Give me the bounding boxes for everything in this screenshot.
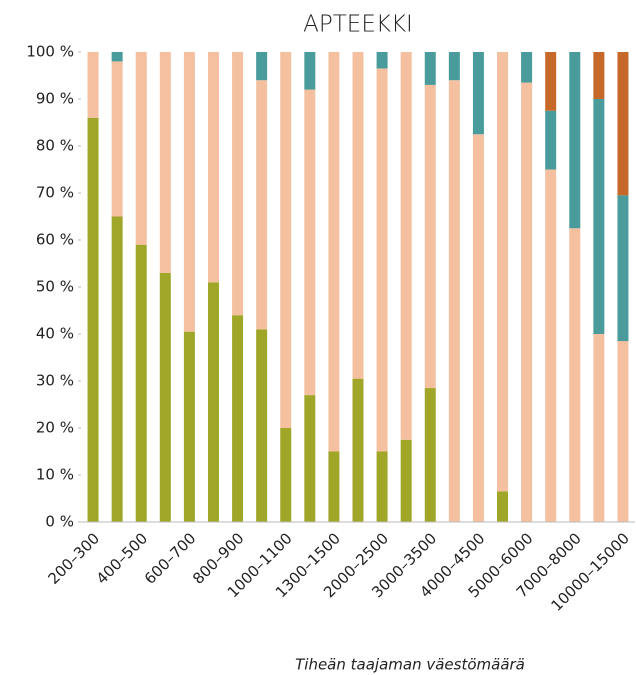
x-tick-label: 200–300 bbox=[45, 529, 104, 588]
bar-segment bbox=[207, 52, 219, 283]
bar-segment bbox=[280, 428, 292, 522]
bar-segment bbox=[497, 491, 509, 522]
y-tick-label: 70 % bbox=[36, 184, 74, 202]
bar-segment bbox=[448, 80, 460, 522]
bar-segment bbox=[472, 134, 484, 522]
bar-segment bbox=[424, 52, 436, 85]
y-tick-label: 60 % bbox=[36, 231, 74, 249]
bar-segment bbox=[521, 52, 533, 83]
y-tick-label: 20 % bbox=[36, 419, 74, 437]
y-tick-label: 90 % bbox=[36, 90, 74, 108]
bar-segment bbox=[376, 68, 388, 452]
bar-segment bbox=[87, 117, 99, 523]
bar-segment bbox=[424, 84, 436, 389]
bar-segment bbox=[232, 52, 244, 316]
bar-segment bbox=[376, 52, 388, 69]
y-tick-label: 30 % bbox=[36, 372, 74, 390]
bar-segment bbox=[256, 329, 268, 522]
bar-segment bbox=[545, 52, 557, 111]
bar-segment bbox=[400, 439, 412, 522]
bar-segment bbox=[87, 52, 99, 118]
bar-segment bbox=[159, 52, 171, 273]
bar-segment bbox=[424, 388, 436, 522]
bar-segment bbox=[593, 334, 605, 522]
bar-segment bbox=[376, 451, 388, 522]
bar-segment bbox=[545, 110, 557, 170]
bar-segment bbox=[352, 52, 364, 379]
bar-segment bbox=[617, 52, 629, 196]
bar-segment bbox=[111, 61, 123, 217]
bar-segment bbox=[472, 52, 484, 135]
bar-segment bbox=[304, 89, 316, 396]
y-tick-label: 50 % bbox=[36, 278, 74, 296]
y-tick-label: 40 % bbox=[36, 325, 74, 343]
bar-segment bbox=[352, 378, 364, 522]
x-tick-label: 400–500 bbox=[93, 529, 152, 588]
bar-segment bbox=[400, 52, 412, 440]
bar-segment bbox=[521, 82, 533, 523]
bar-segment bbox=[304, 52, 316, 90]
bar-segment bbox=[256, 80, 268, 330]
y-tick-label: 100 % bbox=[26, 43, 74, 61]
bar-segment bbox=[617, 195, 629, 342]
chart-title: APTEEKKI bbox=[303, 12, 413, 38]
x-axis-title: Tiheän taajaman väestömäärä bbox=[295, 656, 525, 674]
bar-segment bbox=[183, 52, 195, 332]
bar-segment bbox=[617, 341, 629, 522]
bar-segment bbox=[111, 216, 123, 522]
bar-segment bbox=[304, 395, 316, 522]
bar-segment bbox=[328, 52, 340, 452]
bar-segment bbox=[280, 52, 292, 428]
bar-segment bbox=[135, 52, 147, 245]
bar-segment bbox=[569, 228, 581, 522]
y-tick-label: 80 % bbox=[36, 137, 74, 155]
x-tick-label: 600–700 bbox=[141, 529, 200, 588]
bar-segment bbox=[256, 52, 268, 81]
bar-segment bbox=[207, 282, 219, 522]
y-tick-label: 10 % bbox=[36, 466, 74, 484]
bar-segment bbox=[328, 451, 340, 522]
y-tick-label: 0 % bbox=[45, 513, 74, 531]
bar-segment bbox=[545, 169, 557, 522]
bar-segment bbox=[448, 52, 460, 81]
bar-segment bbox=[111, 52, 123, 62]
bar-segment bbox=[135, 244, 147, 522]
bar-segment bbox=[497, 52, 509, 492]
bar-segment bbox=[183, 331, 195, 522]
bar-segment bbox=[593, 52, 605, 99]
bar-segment bbox=[159, 272, 171, 522]
bar-segment bbox=[569, 52, 581, 229]
bar-segment bbox=[232, 315, 244, 522]
bar-segment bbox=[593, 99, 605, 334]
